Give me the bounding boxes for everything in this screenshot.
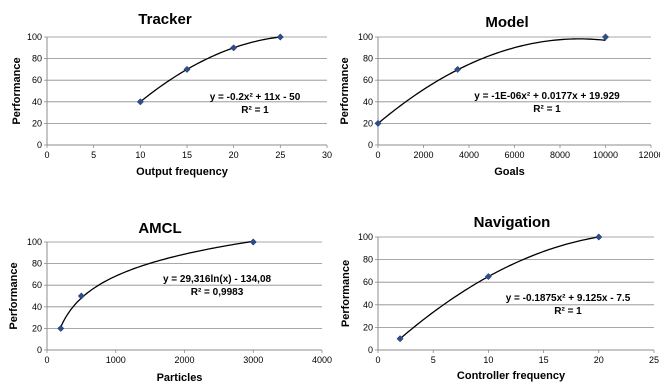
y-tick-label: 20 [363,322,373,332]
x-tick-label: 0 [44,355,49,365]
y-tick-label: 80 [363,255,373,265]
y-tick-label: 0 [37,140,42,150]
data-point [230,45,236,51]
y-tick-label: 0 [37,345,42,355]
y-tick-label: 80 [363,54,373,64]
x-axis-label: Output frequency [136,166,229,178]
x-tick-label: 15 [182,150,192,160]
y-axis-label: Performance [11,57,23,124]
y-axis-label: Performance [8,262,20,329]
r-squared-label: R² = 1 [241,105,269,116]
r-squared-label: R² = 0,9983 [191,287,244,298]
y-tick-label: 20 [32,118,42,128]
chart-title: AMCL [138,220,181,237]
x-tick-label: 10 [135,150,145,160]
x-tick-label: 8000 [550,150,570,160]
chart-title: Model [485,14,528,31]
x-tick-label: 25 [275,150,285,160]
data-point [485,273,491,279]
y-axis-label: Performance [340,260,352,327]
x-tick-label: 6000 [504,150,524,160]
x-tick-label: 12000 [638,150,660,160]
x-tick-label: 2000 [174,355,194,365]
y-tick-label: 20 [363,118,373,128]
data-point [596,234,602,240]
chart-panel-4: 0 20 40 60 80 100 0 5 10 15 20 25 Navigation Controll… [340,214,659,382]
x-tick-label: 0 [375,355,380,365]
chart-title: Navigation [474,214,551,231]
x-tick-label: 2000 [413,150,433,160]
y-axis-label: Performance [339,57,351,124]
trendline-equation: y = -1E-06x² + 0.0177x + 19.929 [474,91,620,102]
r-squared-label: R² = 1 [533,104,561,115]
chart-panel-2: 0 20 40 60 80 100 0 2000 4000 6000 8000 10000 12000 M… [339,14,660,178]
trendline [378,39,606,124]
chart-title: Tracker [138,11,192,28]
x-tick-label: 30 [322,150,332,160]
y-tick-label: 80 [32,259,42,269]
x-tick-label: 1000 [106,355,126,365]
x-tick-label: 20 [594,355,604,365]
x-tick-label: 0 [44,150,49,160]
trendline-equation: y = -0.2x² + 11x - 50 [210,92,301,103]
x-tick-label: 15 [539,355,549,365]
data-point [184,66,190,72]
data-point [78,293,84,299]
x-tick-label: 0 [375,150,380,160]
data-point [58,325,64,331]
y-tick-label: 40 [363,97,373,107]
y-tick-label: 0 [368,140,373,150]
y-tick-label: 40 [32,302,42,312]
y-tick-label: 40 [363,300,373,310]
x-tick-label: 5 [91,150,96,160]
y-tick-label: 100 [27,237,42,247]
trendline-equation: y = -0.1875x² + 9.125x - 7.5 [506,293,631,304]
x-axis-label: Particles [157,372,203,383]
x-tick-label: 4000 [459,150,479,160]
y-tick-label: 60 [32,75,42,85]
y-tick-label: 100 [358,232,373,242]
y-tick-label: 0 [368,345,373,355]
data-point [602,34,608,40]
x-axis-label: Controller frequency [457,370,566,382]
y-tick-label: 100 [27,32,42,42]
chart-panel-1: 0 20 40 60 80 100 0 5 10 15 20 25 30 Tracker Output fr… [11,11,332,178]
x-axis-label: Goals [494,166,525,178]
x-tick-label: 10 [483,355,493,365]
y-tick-label: 60 [32,280,42,290]
y-tick-label: 40 [32,97,42,107]
data-point [250,239,256,245]
x-tick-label: 5 [431,355,436,365]
x-tick-label: 20 [229,150,239,160]
y-tick-label: 60 [363,75,373,85]
y-tick-label: 100 [358,32,373,42]
trendline [400,237,599,339]
trendline-equation: y = 29,316ln(x) - 134,08 [163,274,272,285]
y-tick-label: 80 [32,54,42,64]
y-tick-label: 20 [32,323,42,333]
data-point [277,34,283,40]
x-tick-label: 25 [649,355,659,365]
x-tick-label: 4000 [312,355,332,365]
r-squared-label: R² = 1 [554,306,582,317]
x-tick-label: 10000 [593,150,618,160]
x-tick-label: 3000 [243,355,263,365]
y-tick-label: 60 [363,277,373,287]
